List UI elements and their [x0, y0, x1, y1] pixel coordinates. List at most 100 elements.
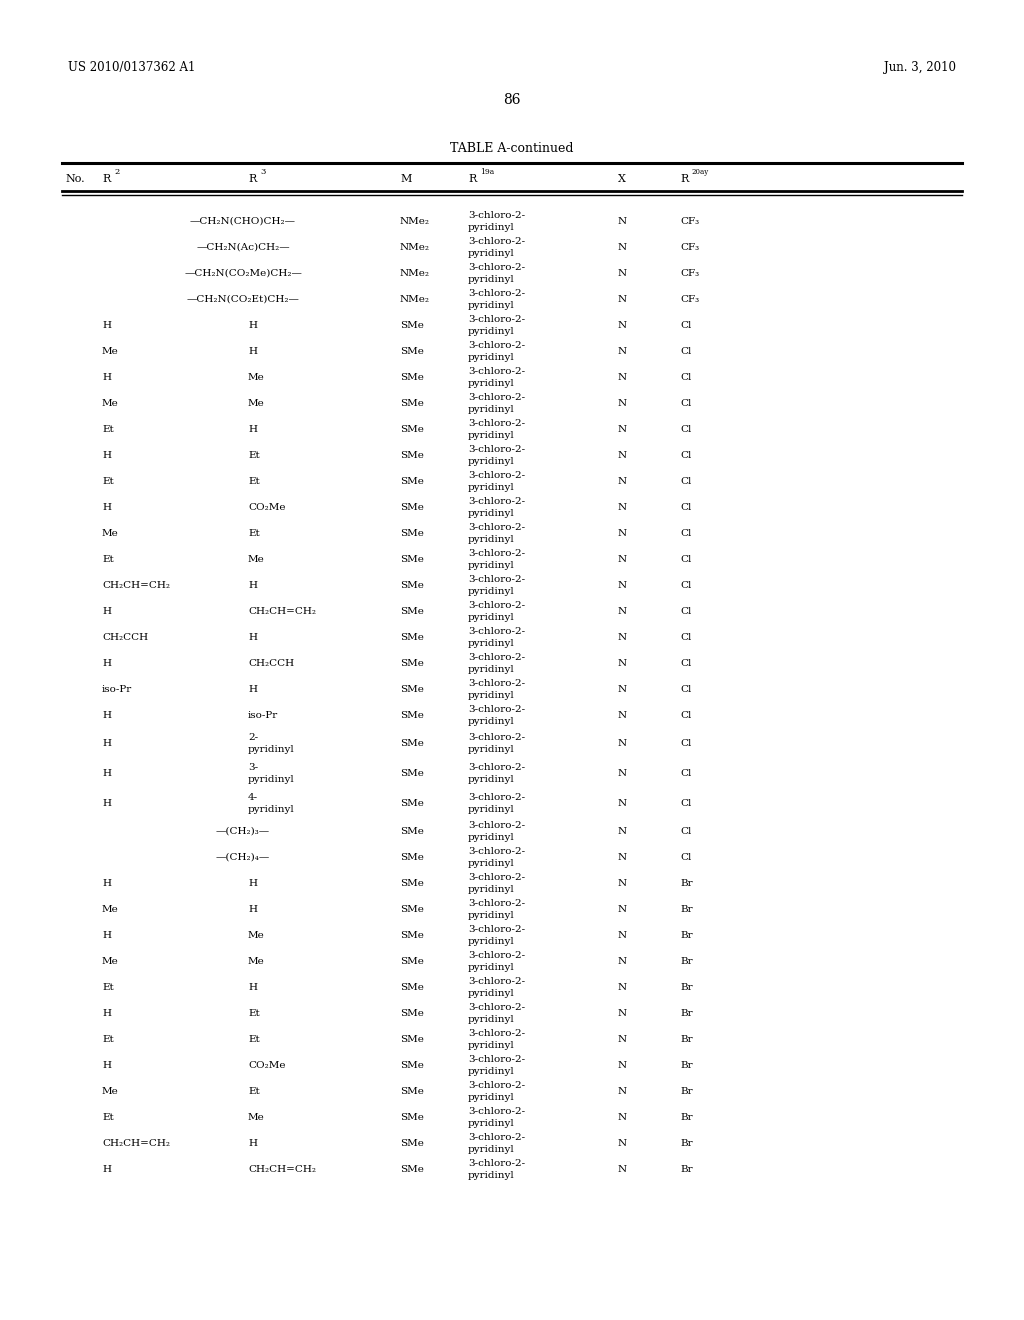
- Text: 3-chloro-2-: 3-chloro-2-: [468, 792, 525, 801]
- Text: US 2010/0137362 A1: US 2010/0137362 A1: [68, 62, 196, 74]
- Text: SMe: SMe: [400, 606, 424, 615]
- Text: N: N: [618, 957, 627, 965]
- Text: Me: Me: [248, 554, 265, 564]
- Text: N: N: [618, 243, 627, 252]
- Text: N: N: [618, 1113, 627, 1122]
- Text: 3-chloro-2-: 3-chloro-2-: [468, 289, 525, 297]
- Text: NMe₂: NMe₂: [400, 268, 430, 277]
- Text: 2: 2: [114, 168, 119, 176]
- Text: 3-chloro-2-: 3-chloro-2-: [468, 574, 525, 583]
- Text: pyridinyl: pyridinyl: [248, 804, 295, 813]
- Text: 3-chloro-2-: 3-chloro-2-: [468, 652, 525, 661]
- Text: N: N: [618, 1086, 627, 1096]
- Text: SMe: SMe: [400, 581, 424, 590]
- Text: Me: Me: [248, 372, 265, 381]
- Text: 3-chloro-2-: 3-chloro-2-: [468, 263, 525, 272]
- Text: Cl: Cl: [680, 710, 691, 719]
- Text: H: H: [248, 982, 257, 991]
- Text: pyridinyl: pyridinyl: [468, 586, 515, 595]
- Text: 3-chloro-2-: 3-chloro-2-: [468, 523, 525, 532]
- Text: Br: Br: [680, 931, 692, 940]
- Text: Cl: Cl: [680, 659, 691, 668]
- Text: N: N: [618, 853, 627, 862]
- Text: Et: Et: [102, 1035, 114, 1044]
- Text: Cl: Cl: [680, 425, 691, 433]
- Text: SMe: SMe: [400, 346, 424, 355]
- Text: 3-chloro-2-: 3-chloro-2-: [468, 678, 525, 688]
- Text: Br: Br: [680, 879, 692, 887]
- Text: Cl: Cl: [680, 528, 691, 537]
- Text: 2-: 2-: [248, 733, 258, 742]
- Text: N: N: [618, 503, 627, 511]
- Text: N: N: [618, 799, 627, 808]
- Text: R: R: [248, 174, 256, 183]
- Text: SMe: SMe: [400, 826, 424, 836]
- Text: N: N: [618, 425, 627, 433]
- Text: Et: Et: [102, 1113, 114, 1122]
- Text: N: N: [618, 738, 627, 747]
- Text: 20ay: 20ay: [692, 168, 710, 176]
- Text: Et: Et: [102, 554, 114, 564]
- Text: N: N: [618, 268, 627, 277]
- Text: 3: 3: [260, 168, 265, 176]
- Text: 3-chloro-2-: 3-chloro-2-: [468, 950, 525, 960]
- Text: CH₂CH=CH₂: CH₂CH=CH₂: [102, 581, 170, 590]
- Text: —CH₂N(CO₂Et)CH₂—: —CH₂N(CO₂Et)CH₂—: [186, 294, 299, 304]
- Text: pyridinyl: pyridinyl: [468, 1067, 515, 1076]
- Text: H: H: [248, 632, 257, 642]
- Text: Br: Br: [680, 1086, 692, 1096]
- Text: Et: Et: [102, 425, 114, 433]
- Text: SMe: SMe: [400, 768, 424, 777]
- Text: N: N: [618, 606, 627, 615]
- Text: 3-chloro-2-: 3-chloro-2-: [468, 899, 525, 908]
- Text: No.: No.: [65, 174, 85, 183]
- Text: H: H: [102, 799, 111, 808]
- Text: pyridinyl: pyridinyl: [468, 744, 515, 754]
- Text: pyridinyl: pyridinyl: [468, 535, 515, 544]
- Text: H: H: [102, 1164, 111, 1173]
- Text: SMe: SMe: [400, 425, 424, 433]
- Text: Et: Et: [248, 1086, 260, 1096]
- Text: SMe: SMe: [400, 738, 424, 747]
- Text: SMe: SMe: [400, 931, 424, 940]
- Text: NMe₂: NMe₂: [400, 216, 430, 226]
- Text: X: X: [618, 174, 626, 183]
- Text: 3-chloro-2-: 3-chloro-2-: [468, 1133, 525, 1142]
- Text: N: N: [618, 346, 627, 355]
- Text: N: N: [618, 554, 627, 564]
- Text: 3-chloro-2-: 3-chloro-2-: [468, 210, 525, 219]
- Text: CH₂CCH: CH₂CCH: [102, 632, 148, 642]
- Text: pyridinyl: pyridinyl: [468, 379, 515, 388]
- Text: N: N: [618, 1035, 627, 1044]
- Text: Et: Et: [248, 1008, 260, 1018]
- Text: CF₃: CF₃: [680, 243, 699, 252]
- Text: pyridinyl: pyridinyl: [468, 690, 515, 700]
- Text: Cl: Cl: [680, 477, 691, 486]
- Text: CF₃: CF₃: [680, 294, 699, 304]
- Text: Cl: Cl: [680, 799, 691, 808]
- Text: SMe: SMe: [400, 659, 424, 668]
- Text: SMe: SMe: [400, 503, 424, 511]
- Text: SMe: SMe: [400, 1008, 424, 1018]
- Text: Me: Me: [102, 399, 119, 408]
- Text: Et: Et: [248, 1035, 260, 1044]
- Text: N: N: [618, 450, 627, 459]
- Text: N: N: [618, 399, 627, 408]
- Text: 3-chloro-2-: 3-chloro-2-: [468, 445, 525, 454]
- Text: H: H: [102, 659, 111, 668]
- Text: N: N: [618, 1008, 627, 1018]
- Text: Jun. 3, 2010: Jun. 3, 2010: [884, 62, 956, 74]
- Text: 3-chloro-2-: 3-chloro-2-: [468, 1159, 525, 1167]
- Text: pyridinyl: pyridinyl: [248, 744, 295, 754]
- Text: Cl: Cl: [680, 372, 691, 381]
- Text: H: H: [102, 710, 111, 719]
- Text: N: N: [618, 477, 627, 486]
- Text: SMe: SMe: [400, 528, 424, 537]
- Text: pyridinyl: pyridinyl: [248, 775, 295, 784]
- Text: N: N: [618, 372, 627, 381]
- Text: 3-chloro-2-: 3-chloro-2-: [468, 601, 525, 610]
- Text: Me: Me: [248, 957, 265, 965]
- Text: H: H: [102, 879, 111, 887]
- Text: Br: Br: [680, 904, 692, 913]
- Text: pyridinyl: pyridinyl: [468, 858, 515, 867]
